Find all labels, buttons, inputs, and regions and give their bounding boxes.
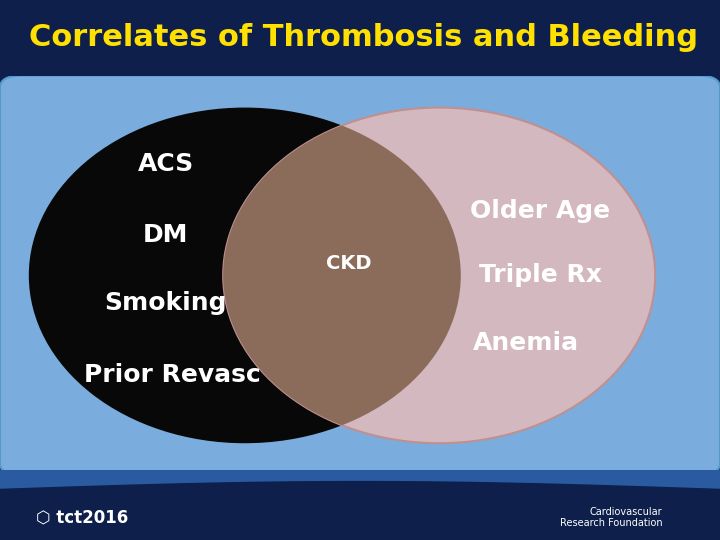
Text: CKD: CKD <box>326 254 372 273</box>
Text: Anemia: Anemia <box>472 332 579 355</box>
FancyBboxPatch shape <box>0 76 720 475</box>
Text: DM: DM <box>143 224 189 247</box>
Text: Correlates of Thrombosis and Bleeding: Correlates of Thrombosis and Bleeding <box>29 23 698 52</box>
Text: Triple Rx: Triple Rx <box>479 264 601 287</box>
Text: ⬡ tct2016: ⬡ tct2016 <box>36 509 128 526</box>
Ellipse shape <box>223 107 655 443</box>
Text: Older Age: Older Age <box>470 199 610 224</box>
Ellipse shape <box>29 107 461 443</box>
Text: Smoking: Smoking <box>104 292 227 315</box>
Ellipse shape <box>223 107 655 443</box>
Text: Prior Revasc: Prior Revasc <box>84 363 261 387</box>
Text: Cardiovascular
Research Foundation: Cardiovascular Research Foundation <box>559 507 662 528</box>
Text: ACS: ACS <box>138 152 194 176</box>
